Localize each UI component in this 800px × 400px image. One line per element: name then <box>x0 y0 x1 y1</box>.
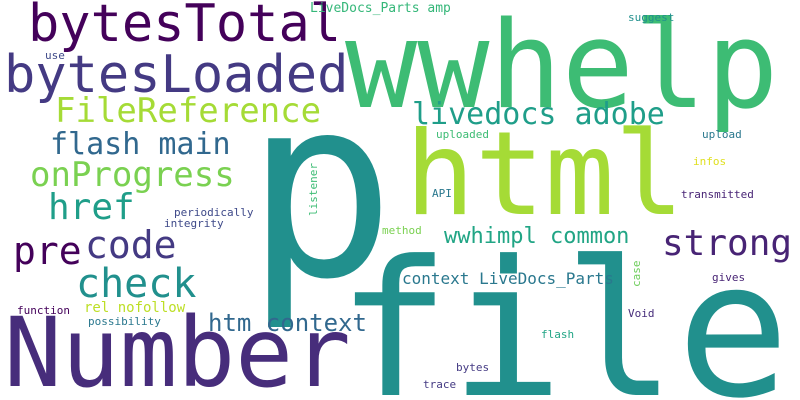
word-listener: listener <box>307 163 320 216</box>
word-strong: strong <box>662 223 793 264</box>
word-html: html <box>405 107 685 242</box>
word-possibility: possibility <box>88 315 161 328</box>
word-void: Void <box>628 307 655 320</box>
word-trace: trace <box>423 378 457 391</box>
word-periodically: periodically <box>174 206 254 219</box>
word-method: method <box>382 224 422 237</box>
word-rel-nofollow: rel nofollow <box>84 300 186 316</box>
word-transmitted: transmitted <box>681 188 754 201</box>
word-href: href <box>48 187 135 228</box>
word-case: case <box>630 260 643 288</box>
word-flash-main: flash main <box>50 127 231 162</box>
word-livedocs-adobe: livedocs adobe <box>412 97 665 132</box>
word-onprogress: onProgress <box>30 155 235 195</box>
word-gives: gives <box>712 271 746 284</box>
word-p: p <box>245 43 396 334</box>
word-api: API <box>432 187 452 200</box>
word-context-livedocs-parts: context LiveDocs_Parts <box>402 269 614 288</box>
word-integrity: integrity <box>164 217 224 230</box>
word-htm-context: htm context <box>208 309 367 337</box>
word-upload: upload <box>702 128 742 141</box>
word-livedocs-parts-amp: LiveDocs_Parts amp <box>310 1 451 16</box>
word-function: function <box>17 304 70 317</box>
word-use: use <box>45 49 65 62</box>
word-flash: flash <box>541 328 575 341</box>
word-pre: pre <box>13 229 82 273</box>
word-file: file <box>337 221 790 400</box>
word-infos: infos <box>693 155 727 168</box>
word-uploaded: uploaded <box>436 128 489 141</box>
word-bytes: bytes <box>456 361 490 374</box>
word-filereference: FileReference <box>55 91 322 131</box>
word-check: check <box>76 261 197 307</box>
word-bytesloaded: bytesLoaded <box>4 45 349 105</box>
word-code: code <box>85 223 177 267</box>
word-wwhimpl-common: wwhimpl common <box>444 224 630 249</box>
word-bytestotal: bytesTotal <box>28 0 342 54</box>
word-wwhelp: wwhelp <box>345 0 779 136</box>
word-suggest: suggest <box>628 11 675 24</box>
word-number: Number <box>4 297 351 400</box>
